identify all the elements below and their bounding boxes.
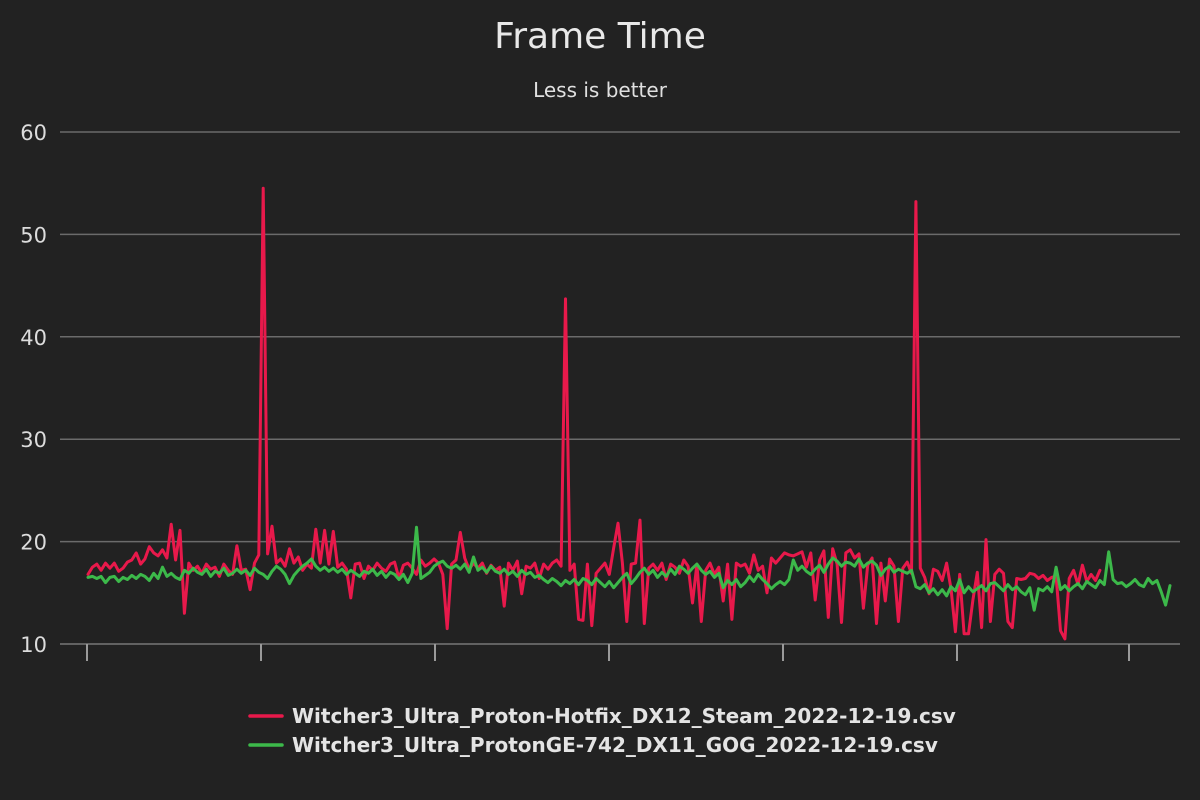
chart-subtitle: Less is better bbox=[533, 78, 668, 102]
legend-label-1: Witcher3_Ultra_Proton-Hotfix_DX12_Steam_… bbox=[292, 704, 956, 728]
grid-lines bbox=[60, 131, 1180, 645]
y-tick-label: 50 bbox=[20, 223, 47, 247]
x-axis bbox=[60, 643, 1180, 661]
legend: Witcher3_Ultra_Proton-Hotfix_DX12_Steam_… bbox=[248, 704, 956, 757]
y-tick-label: 60 bbox=[20, 121, 47, 145]
legend-label-2: Witcher3_Ultra_ProtonGE-742_DX11_GOG_202… bbox=[292, 733, 938, 757]
y-tick-label: 10 bbox=[20, 633, 47, 657]
y-tick-label: 20 bbox=[20, 531, 47, 555]
series-line-2 bbox=[86, 525, 1172, 612]
series-line-1 bbox=[86, 186, 1102, 641]
y-tick-label: 40 bbox=[20, 326, 47, 350]
chart-title: Frame Time bbox=[494, 16, 706, 57]
y-axis-labels: 10 20 30 40 50 60 bbox=[20, 121, 47, 657]
y-tick-label: 30 bbox=[20, 428, 47, 452]
series-lines bbox=[86, 186, 1172, 641]
